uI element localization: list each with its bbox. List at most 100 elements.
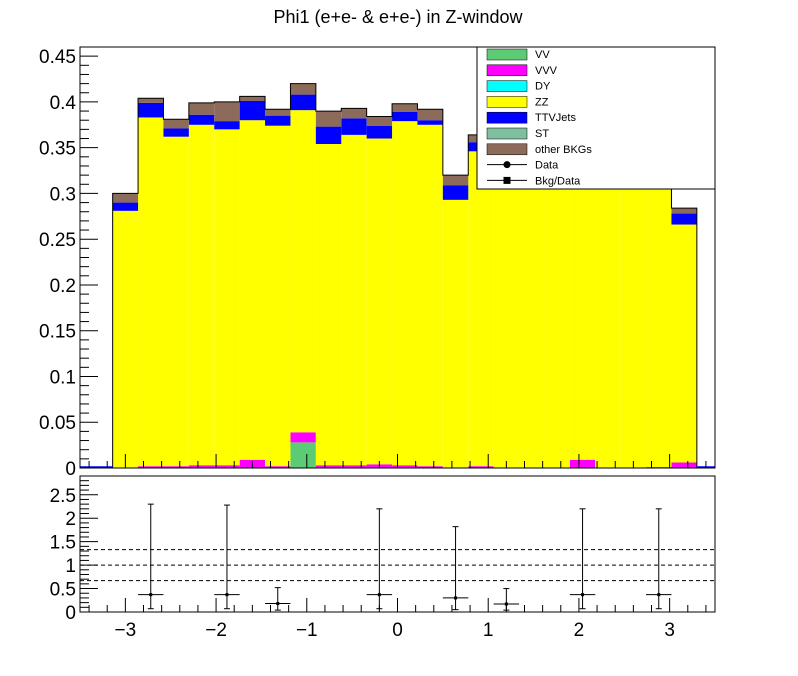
y-tick-label: 0.1 [50, 367, 76, 388]
bar-zz [595, 156, 621, 468]
bar-vvv [315, 465, 342, 468]
legend-label-vvv: VVV [535, 65, 558, 77]
ratio-plot: 00.511.522.5−3 −2 −1 0 1 2 3 [50, 475, 716, 641]
bar-vvv [417, 466, 443, 468]
bar-ttvjets [671, 213, 697, 225]
bar-zz [290, 110, 316, 433]
bar-other-bkgs [265, 109, 291, 116]
bar-other-bkgs [366, 116, 393, 126]
bar-zz [442, 199, 469, 468]
bar-ttvjets [188, 114, 215, 125]
bar-ttvjets [341, 118, 367, 135]
bar-zz [417, 124, 443, 467]
y-tick-label: 0.35 [39, 139, 76, 160]
y-tick-label: 0.3 [50, 184, 76, 205]
legend-swatch-dy [486, 80, 528, 92]
bar-ttvjets [112, 202, 139, 211]
bar-other-bkgs [392, 103, 418, 112]
bar-ttvjets [214, 121, 240, 130]
legend-swatch-zz [486, 96, 528, 108]
ratio-point [454, 596, 458, 600]
x-tick-label: −3 [115, 620, 137, 641]
x-tick-label: 1 [483, 620, 494, 641]
bar-zz [188, 124, 215, 466]
bar-ttvjets [392, 111, 418, 122]
bar-zz [239, 120, 266, 460]
legend-swatch-vv [486, 48, 528, 61]
legend-swatch-vvv [486, 64, 528, 77]
bar-other-bkgs [315, 111, 342, 127]
bar-vvv [265, 466, 291, 468]
legend-swatch-st [486, 127, 528, 140]
bar-zz [341, 134, 367, 466]
bar-ttvjets [138, 102, 164, 118]
legend-label-st: ST [535, 128, 549, 140]
legend-marker-data [503, 161, 511, 169]
legend-label-data: Data [535, 160, 559, 172]
bar-other-bkgs [290, 83, 316, 95]
ratio-point [657, 593, 661, 597]
ratio-y-tick-label: 1.5 [50, 533, 76, 554]
legend-label-ttvjets: TTVJets [535, 112, 576, 124]
x-tick-label: 3 [664, 620, 675, 641]
ratio-point [377, 593, 381, 597]
x-tick-label: −1 [296, 620, 318, 641]
bar-vvv [138, 466, 164, 468]
bar-ttvjets [163, 128, 189, 137]
bar-zz [620, 156, 647, 468]
legend-swatch-other-bkgs [486, 143, 528, 156]
bar-zz [671, 224, 697, 463]
bar-vvv [671, 462, 697, 468]
ratio-y-tick-label: 0.5 [50, 580, 76, 601]
bar-zz [569, 156, 596, 460]
ratio-point [504, 602, 508, 606]
bar-vvv [569, 459, 596, 468]
ratio-point [225, 593, 229, 597]
x-tick-label: 2 [574, 620, 585, 641]
bar-other-bkgs [239, 96, 266, 101]
bar-vvv [341, 465, 367, 468]
y-tick-label: 0.4 [50, 93, 77, 114]
bar-zz [392, 121, 418, 466]
bar-vvv [468, 466, 494, 468]
y-tick-label: 0.2 [50, 276, 76, 297]
ratio-point [276, 602, 280, 606]
ratio-y-tick-label: 0 [65, 603, 76, 624]
ratio-point [149, 593, 153, 597]
bar-zz [468, 151, 494, 467]
bar-vvv [188, 465, 215, 468]
bar-other-bkgs [341, 108, 367, 119]
legend-label-bkg-data: Bkg/Data [535, 175, 581, 187]
bar-vvv [392, 465, 418, 468]
bar-vv [290, 442, 316, 468]
bar-zz [315, 144, 342, 466]
x-tick-label: −2 [205, 620, 227, 641]
ratio-y-tick-label: 2.5 [50, 486, 76, 507]
bar-other-bkgs [442, 175, 469, 186]
legend-label-other-bkgs: other BKGs [535, 144, 592, 156]
bar-zz [366, 138, 393, 465]
y-tick-label: 0.05 [39, 413, 76, 434]
bar-ttvjets [366, 125, 393, 139]
bar-zz [646, 155, 672, 468]
bar-zz [112, 210, 139, 468]
chart-title: Phi1 (e+e- & e+e-) in Z-window [273, 7, 523, 27]
x-tick-label: 0 [392, 620, 403, 641]
legend-swatch-ttvjets [486, 111, 528, 124]
y-tick-label: 0.25 [39, 230, 76, 251]
ratio-frame [79, 475, 716, 613]
bar-other-bkgs [163, 119, 189, 129]
bar-ttvjets [442, 185, 469, 200]
y-tick-label: 0.15 [39, 322, 76, 343]
bar-other-bkgs [138, 98, 164, 103]
legend-marker-bkg-data [503, 176, 511, 184]
bar-vvv [290, 432, 316, 443]
bar-vvv [163, 466, 189, 468]
legend-label-vv: VV [535, 49, 550, 61]
bar-other-bkgs [112, 193, 139, 203]
ratio-y-tick-label: 1 [65, 556, 76, 577]
bar-zz [265, 125, 291, 467]
ratio-point [581, 593, 585, 597]
